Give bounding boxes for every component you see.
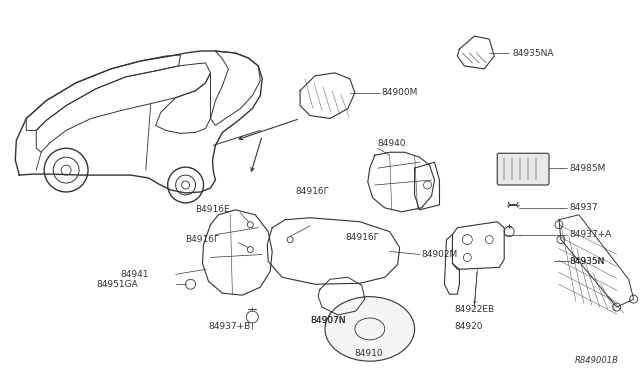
Text: 84916Γ: 84916Γ: [295, 187, 329, 196]
Text: 84916Γ: 84916Γ: [345, 233, 378, 242]
Text: 84910: 84910: [355, 349, 383, 358]
FancyBboxPatch shape: [497, 153, 549, 185]
Ellipse shape: [355, 318, 385, 340]
Text: 84935N: 84935N: [569, 257, 604, 266]
Text: 84941: 84941: [121, 270, 149, 279]
Text: 84937: 84937: [569, 203, 598, 212]
Text: R849001B: R849001B: [575, 356, 619, 365]
Text: 84935NA: 84935NA: [512, 48, 554, 58]
Text: 84937+A: 84937+A: [569, 230, 611, 239]
Text: B4916Γ: B4916Γ: [186, 235, 220, 244]
Text: 84920: 84920: [454, 323, 483, 331]
Text: 84937+B: 84937+B: [209, 323, 251, 331]
Text: 84902M: 84902M: [422, 250, 458, 259]
Text: 84907N: 84907N: [310, 317, 346, 326]
Ellipse shape: [325, 296, 415, 361]
Text: B4907N: B4907N: [310, 317, 346, 326]
Text: B4916E: B4916E: [196, 205, 230, 214]
Text: 84935N: 84935N: [569, 257, 604, 266]
Text: 84951GA: 84951GA: [96, 280, 138, 289]
Text: 84985M: 84985M: [569, 164, 605, 173]
Text: 84900M: 84900M: [381, 88, 418, 97]
Text: 84940: 84940: [378, 139, 406, 148]
Text: 84922EB: 84922EB: [454, 305, 495, 314]
